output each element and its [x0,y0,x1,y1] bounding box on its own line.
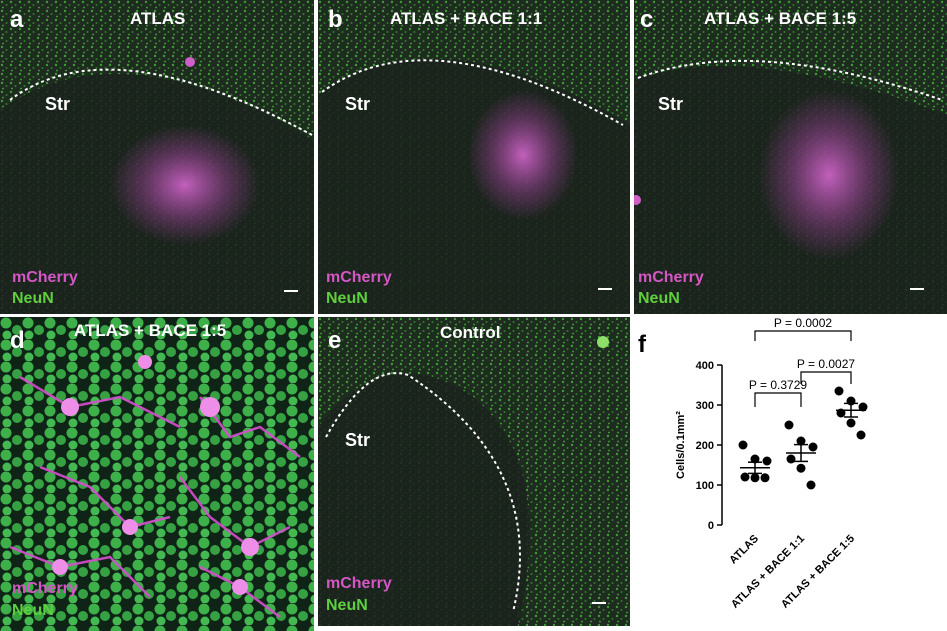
y-tick-label: 300 [696,400,714,412]
y-tick-label: 400 [696,360,714,372]
y-tick-label: 100 [696,480,714,492]
p-value-label: P = 0.3729 [749,378,807,392]
data-point [750,473,760,483]
channel-mcherry-d: mCherry [12,580,78,597]
panel-title-d: ATLAS + BACE 1:5 [74,321,227,340]
micrograph-d [0,317,314,631]
panel-letter-f: f [638,331,646,358]
panel-e: e Control Str mCherry NeuN [318,317,630,626]
panel-letter-d: d [10,327,25,354]
data-point [786,454,796,464]
data-point [760,473,770,483]
data-point [806,480,816,490]
panel-title-b: ATLAS + BACE 1:1 [390,9,543,28]
significance-bracket [754,330,852,341]
panel-title-e: Control [440,323,501,342]
data-point [740,472,750,482]
channel-neun-d: NeuN [12,602,54,619]
channel-neun-c: NeuN [638,290,680,307]
panel-letter-a: a [10,6,24,33]
channel-neun-b: NeuN [326,290,368,307]
scale-bar-e [592,602,606,604]
region-label-e: Str [345,430,371,450]
significance-bracket [754,392,802,407]
panel-d: d ATLAS + BACE 1:5 mCherry NeuN [0,317,314,631]
y-tick-label: 0 [708,520,714,532]
channel-mcherry-c: mCherry [638,269,704,286]
panel-letter-c: c [640,6,654,33]
p-value-label: P = 0.0027 [797,357,855,371]
p-value-label: P = 0.0002 [774,317,832,330]
data-point [834,386,844,396]
channel-neun-e: NeuN [326,597,368,614]
region-label-c: Str [658,94,684,114]
micrograph-b [318,0,630,314]
data-point [750,454,760,464]
channel-neun-a: NeuN [12,290,54,307]
channel-mcherry-e: mCherry [326,575,392,592]
panel-letter-b: b [328,6,343,33]
panel-f: f 0 100 200 300 400 Cells/0.1mm² ATLAS ATLAS + … [634,317,947,631]
scale-bar-c [910,288,924,290]
region-label-a: Str [45,94,71,114]
significance-bracket [800,371,852,384]
data-point [796,463,806,473]
panel-title-a: ATLAS [130,9,186,28]
scale-bar-b [598,288,612,290]
micrograph-a [0,0,314,314]
panel-b: b ATLAS + BACE 1:1 Str mCherry NeuN [318,0,630,314]
data-point [796,436,806,446]
panel-title-c: ATLAS + BACE 1:5 [704,9,857,28]
data-point [784,420,794,430]
panel-c: c ATLAS + BACE 1:5 Str mCherry NeuN [634,0,947,314]
data-point [762,456,772,466]
x-category-label: ATLAS [727,533,761,567]
panel-letter-e: e [328,327,342,354]
micrograph-e [318,317,630,626]
data-point [856,430,866,440]
y-tick-label: 200 [696,440,714,452]
region-label-b: Str [345,94,371,114]
data-point [738,440,748,450]
channel-mcherry-b: mCherry [326,269,392,286]
scale-bar-a [284,290,298,292]
data-point [846,418,856,428]
y-axis-label: Cells/0.1mm² [675,411,687,479]
data-point [808,442,818,452]
channel-mcherry-a: mCherry [12,269,78,286]
micrograph-c [634,0,947,314]
data-point [858,402,868,412]
panel-a: a ATLAS Str mCherry NeuN [0,0,314,314]
